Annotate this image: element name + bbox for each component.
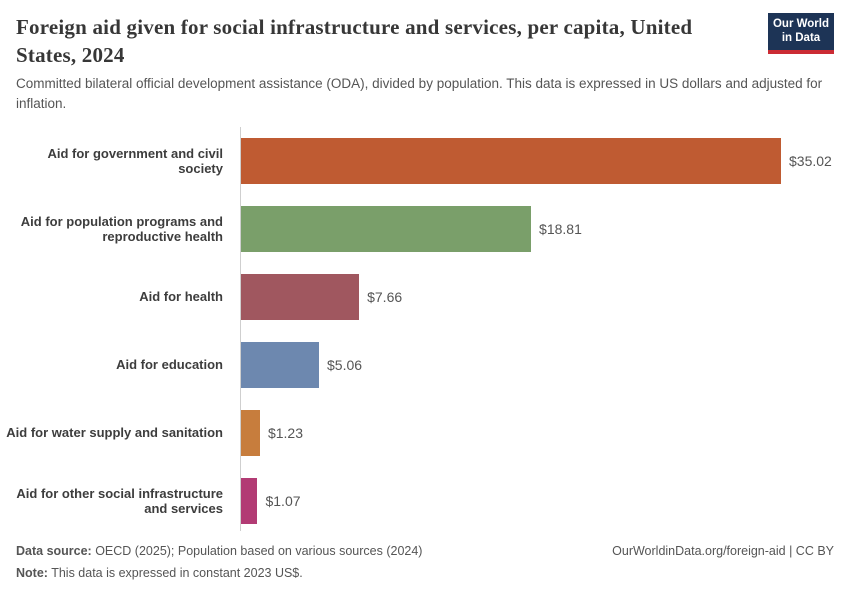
note-label: Note: [16,565,48,580]
value-label: $5.06 [327,357,363,373]
value-label: $35.02 [789,153,832,169]
value-label: $18.81 [539,221,582,237]
bar-4[interactable] [241,342,320,388]
chart-subtitle: Committed bilateral official development… [16,76,823,111]
bar-row: Aid for water supply and sanitation $1.23 [0,399,850,467]
bar-row: Aid for health $7.66 [0,263,850,331]
bar-chart: Aid for government and civil society $35.… [0,127,850,535]
owid-footer-link[interactable]: OurWorldinData.org/foreign-aid | CC BY [612,544,834,558]
bar-row: Aid for other social infrastructure and … [0,467,850,535]
bar-6[interactable] [241,478,258,524]
category-label: Aid for education [116,357,223,373]
footer-notes: Data source: OECD (2025); Population bas… [16,541,422,585]
category-label: Aid for government and civil society [47,145,223,176]
owid-logo-line2: in Data [781,31,821,44]
bar-plot: $5.06 [241,342,362,388]
data-source-text: OECD (2025); Population based on various… [91,544,423,558]
data-source-line: Data source: OECD (2025); Population bas… [16,541,422,563]
bar-plot: $18.81 [241,206,582,252]
bar-row: Aid for population programs and reproduc… [0,195,850,263]
chart-footer: Data source: OECD (2025); Population bas… [16,541,834,585]
y-axis-line [240,127,241,531]
category-label: Aid for population programs and reproduc… [20,213,223,244]
bar-plot: $7.66 [241,274,402,320]
category-label: Aid for health [139,289,223,305]
category-label: Aid for water supply and sanitation [6,425,223,441]
bar-2[interactable] [241,206,532,252]
owid-logo[interactable]: Our World in Data [768,13,834,54]
value-label: $7.66 [367,289,403,305]
category-label: Aid for other social infrastructure and … [16,485,223,516]
bar-plot: $1.07 [241,478,301,524]
bar-row: Aid for government and civil society $35.… [0,127,850,195]
owid-logo-line1: Our World [772,18,829,30]
note-text: This data is expressed in constant 2023 … [47,565,303,580]
bar-plot: $35.02 [241,138,832,184]
value-label: $1.07 [265,493,301,509]
bar-3[interactable] [241,274,360,320]
note-line: Note: This data is expressed in constant… [16,563,422,585]
chart-title: Foreign aid given for social infrastruct… [16,15,693,67]
value-label: $1.23 [267,425,303,441]
bar-row: Aid for education $5.06 [0,331,850,399]
bar-5[interactable] [241,410,260,456]
bar-plot: $1.23 [241,410,303,456]
chart-rows: Aid for government and civil society $35.… [0,127,850,535]
bar-1[interactable] [241,138,781,184]
data-source-label: Data source: [16,544,92,558]
